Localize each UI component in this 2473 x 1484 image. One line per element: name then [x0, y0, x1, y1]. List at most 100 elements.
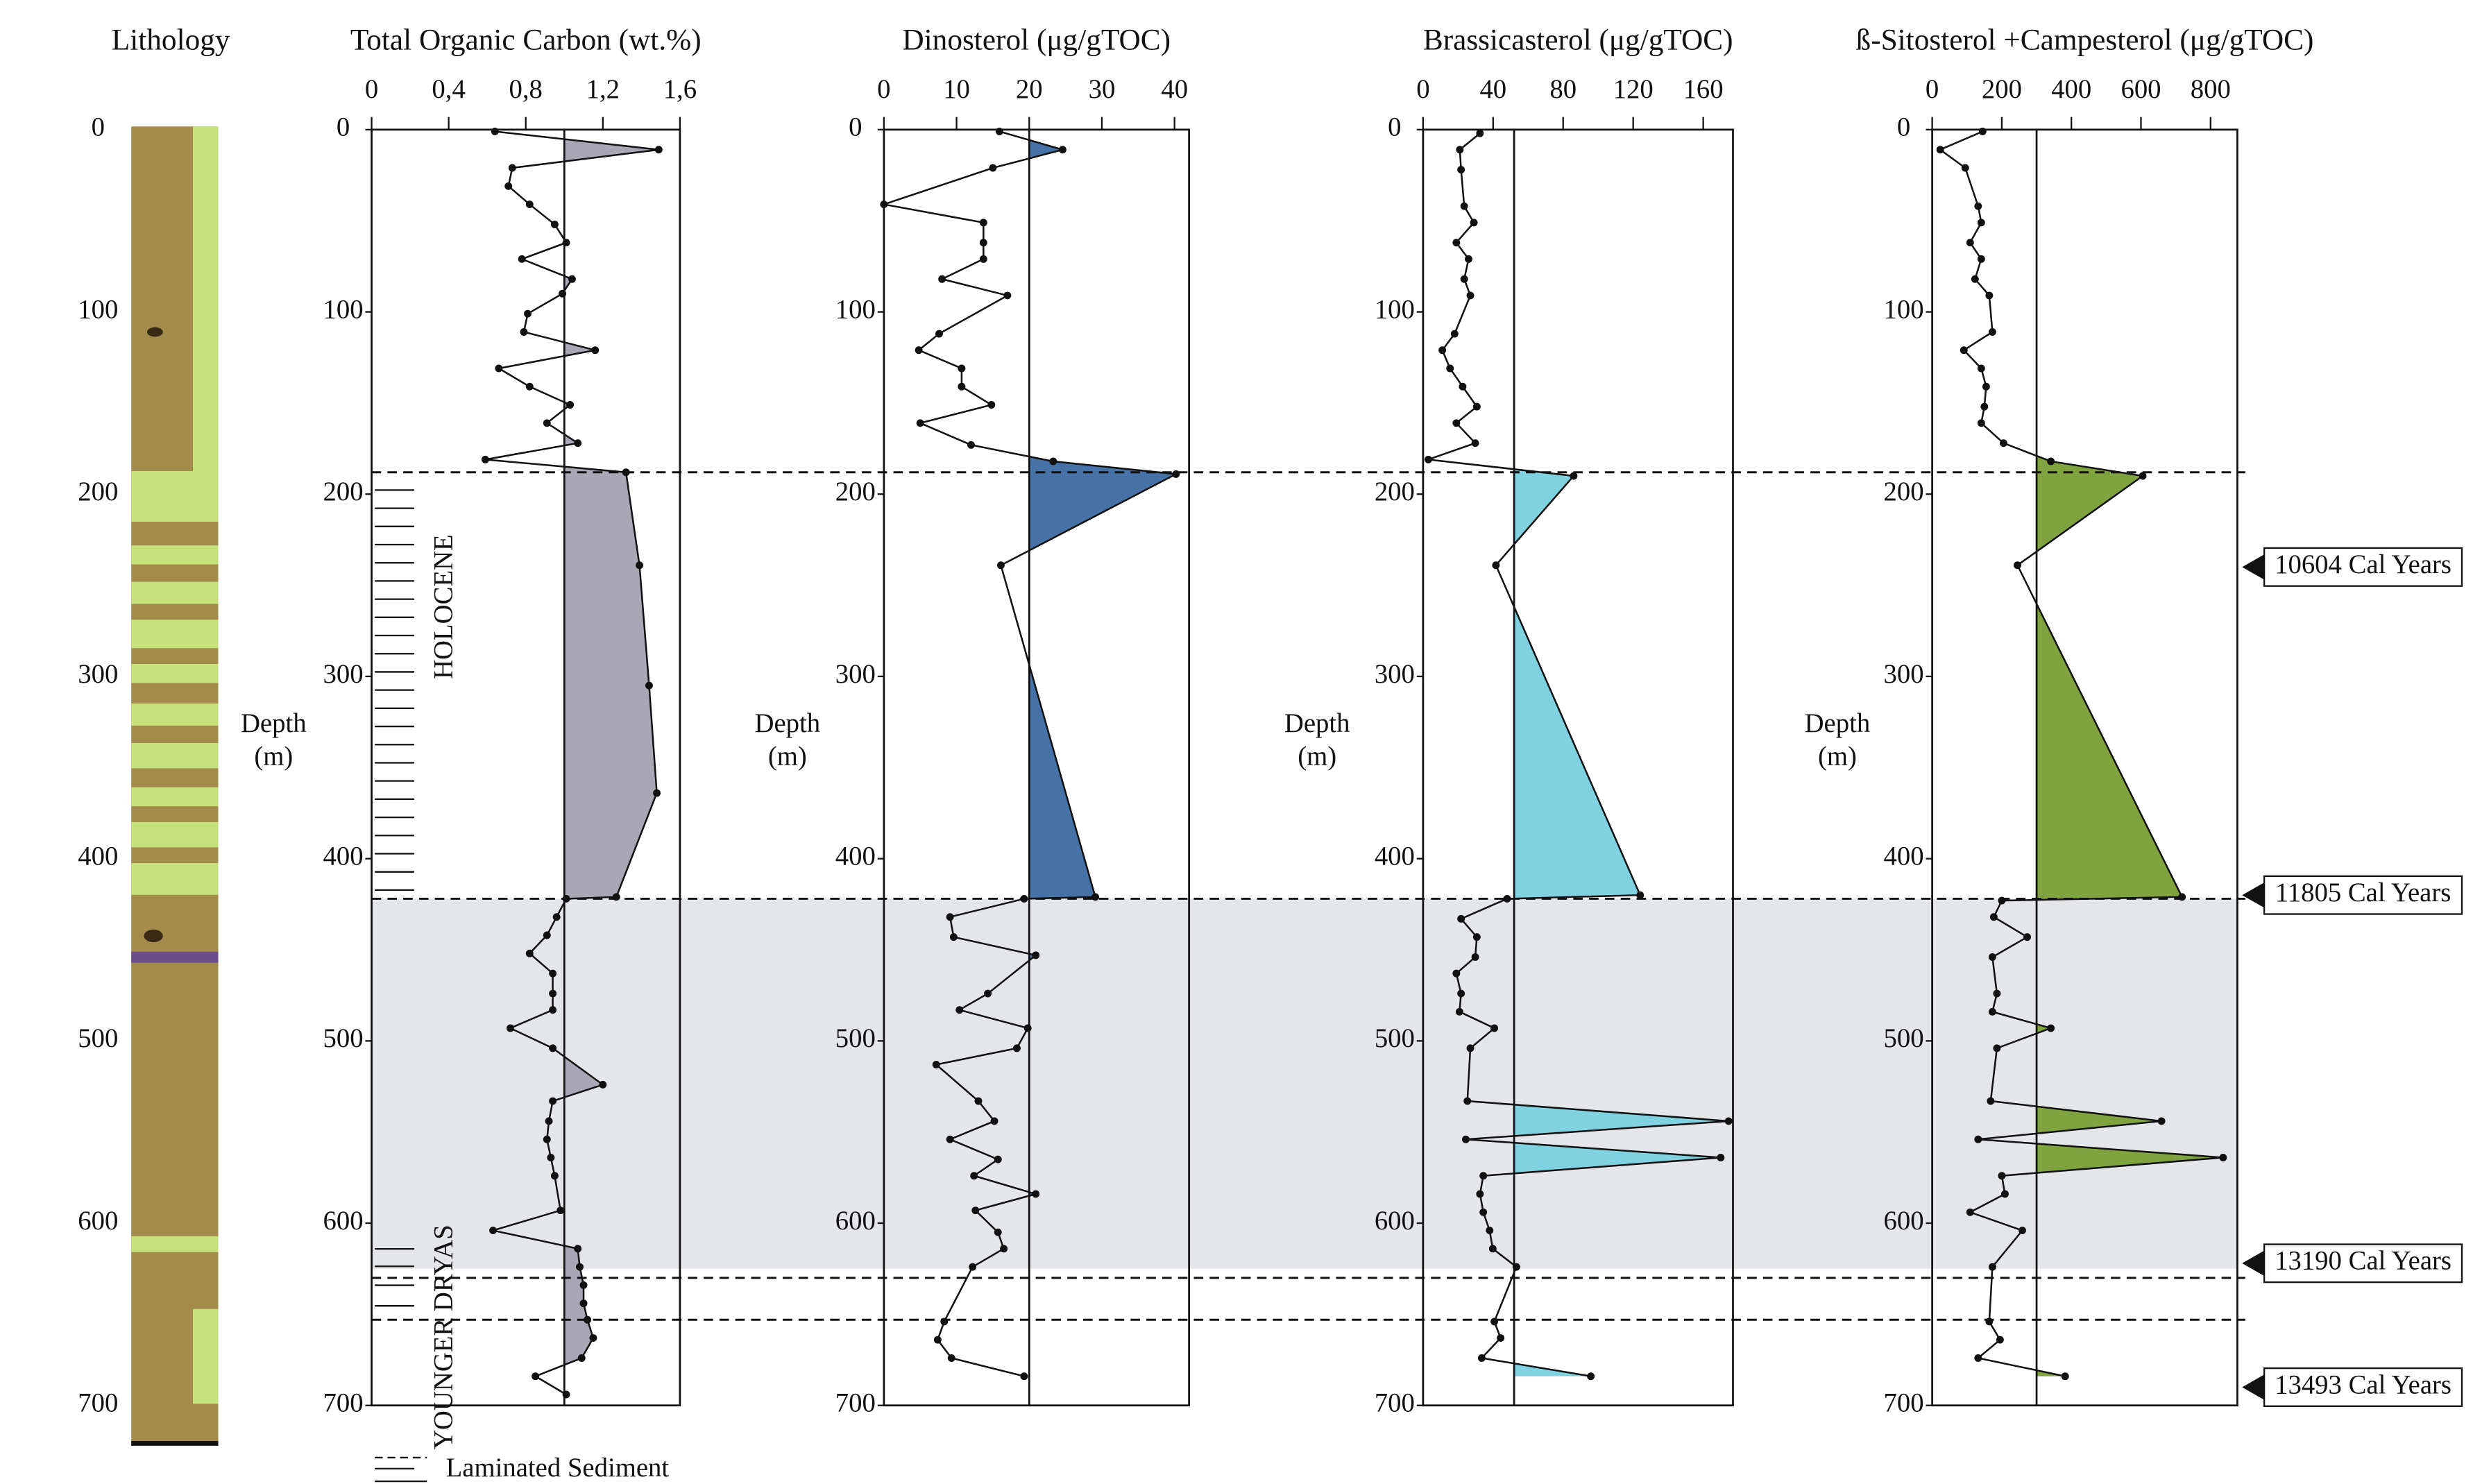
data-point [969, 1263, 977, 1271]
data-point [1023, 1024, 1032, 1032]
data-point [1936, 146, 1944, 154]
data-point [933, 1336, 942, 1344]
data-point [1465, 255, 1472, 263]
chart-title: Brassicasterol (μg/gTOC) [1423, 23, 1733, 56]
data-point [1477, 1354, 1486, 1362]
data-point [2047, 457, 2055, 466]
age-marker [2242, 554, 2265, 580]
x-tick-label: 40 [1479, 74, 1506, 104]
lithology-clast [146, 327, 163, 337]
y-tick-label: 500 [323, 1023, 364, 1053]
data-point [1003, 291, 1012, 300]
data-point [1032, 951, 1040, 960]
data-point [989, 164, 997, 172]
chart-title: Lithology [112, 23, 230, 56]
data-point [979, 255, 987, 263]
axis-label: (m) [768, 742, 807, 771]
data-point [1977, 219, 1985, 227]
plot-frame [883, 128, 1191, 1407]
y-tick-label: 0 [1388, 112, 1401, 142]
data-point [1988, 1007, 1996, 1016]
lithology-layer [131, 545, 219, 565]
lithology-column [131, 126, 219, 1446]
data-point [1471, 953, 1479, 961]
epoch-label: HOLOCENE [429, 534, 459, 679]
y-tick-label: 200 [323, 477, 364, 506]
data-point [576, 1263, 584, 1271]
y-tick-label: 700 [78, 1388, 118, 1418]
y-tick-label: 400 [323, 842, 364, 871]
y-tick-label: 400 [1375, 842, 1415, 871]
data-point [543, 931, 551, 939]
data-point [547, 1154, 555, 1161]
axis-label: Depth [241, 708, 307, 738]
lithology-layer [131, 863, 219, 895]
x-tick-label: 30 [1089, 74, 1116, 104]
lithology-layer [131, 664, 219, 683]
data-point [996, 561, 1005, 570]
data-point [1476, 1190, 1484, 1198]
data-point [2219, 1154, 2227, 1161]
data-point [550, 1172, 559, 1180]
data-point [1974, 202, 1982, 210]
data-point [2139, 472, 2147, 480]
data-point [1452, 969, 1461, 978]
y-tick-label: 600 [835, 1206, 876, 1236]
data-point [880, 201, 888, 209]
laminated-ticks [375, 489, 415, 1307]
data-point [1172, 470, 1180, 478]
data-point [579, 1299, 588, 1308]
younger-dryas-band [371, 898, 2238, 1269]
data-point [1472, 402, 1481, 411]
age-marker [2242, 882, 2265, 908]
y-tick-label: 200 [1375, 477, 1415, 506]
data-point [532, 1372, 540, 1381]
data-point [549, 1097, 557, 1105]
y-tick-label: 700 [323, 1388, 364, 1418]
data-point [1996, 1336, 2004, 1344]
legend-label: Laminated Sediment [446, 1453, 670, 1483]
data-point [935, 330, 943, 338]
data-point [995, 128, 1003, 135]
age-box [2263, 1243, 2463, 1283]
chart-title: Dinosterol (μg/gTOC) [902, 23, 1171, 56]
data-point [545, 1117, 553, 1125]
y-tick-label: 300 [1375, 659, 1415, 689]
lithology-layer [131, 951, 219, 963]
data-point [1452, 419, 1461, 427]
data-point [1460, 202, 1468, 210]
x-tick-label: 0 [877, 74, 890, 104]
x-tick-label: 160 [1683, 74, 1724, 104]
y-tick-label: 0 [92, 112, 105, 142]
data-point [915, 346, 923, 355]
x-tick-label: 400 [2051, 74, 2091, 104]
plot-frame [371, 128, 681, 1407]
data-point [520, 327, 528, 336]
x-tick-label: 40 [1161, 74, 1188, 104]
data-point [654, 146, 663, 154]
axis-label: (m) [1818, 742, 1857, 771]
data-point [1961, 164, 1969, 172]
data-point [1466, 291, 1475, 300]
data-point [1452, 239, 1461, 247]
lithology-layer [131, 581, 219, 604]
data-point [549, 969, 557, 978]
data-point [1450, 330, 1459, 338]
y-tick-label: 0 [337, 112, 350, 142]
data-point [525, 201, 534, 209]
data-point [1988, 1263, 1996, 1271]
axis-label: (m) [254, 742, 293, 771]
data-point [970, 1172, 978, 1180]
data-point [946, 1135, 954, 1143]
data-point [1971, 275, 1979, 283]
age-box [2263, 1367, 2463, 1407]
y-tick-label: 300 [1884, 659, 1924, 689]
data-point [1988, 327, 1996, 336]
data-point [1466, 1044, 1475, 1052]
data-point [1977, 364, 1985, 373]
data-point [932, 1061, 940, 1068]
data-point [990, 1117, 998, 1125]
age-box [2263, 875, 2463, 915]
data-point [1000, 1245, 1008, 1253]
data-point [1724, 1117, 1733, 1125]
